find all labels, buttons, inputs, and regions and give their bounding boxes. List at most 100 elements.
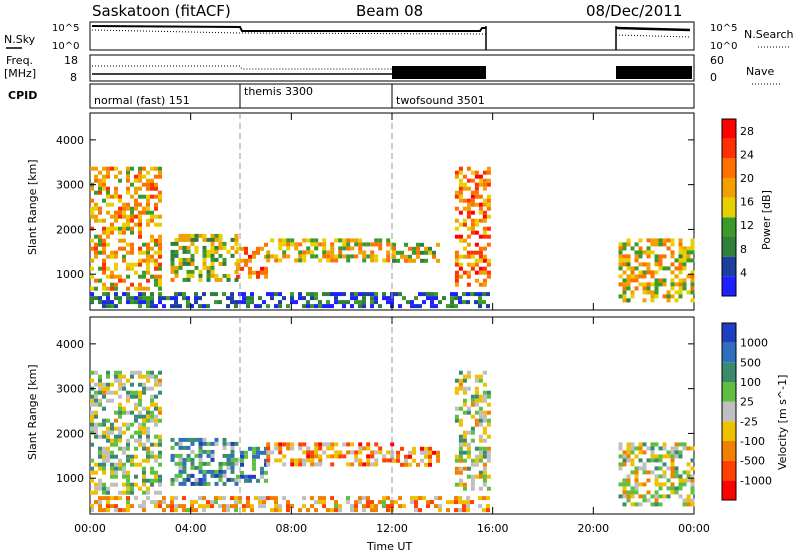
velocity-y-label: Slant Range [km]: [26, 364, 39, 460]
velocity-y-axis: 1000 2000 3000 4000: [56, 338, 694, 485]
noise-right-tick-high: 10^5: [710, 23, 737, 34]
noise-search-trace: [91, 29, 487, 35]
velocity-colorbar-swatch-4: [722, 401, 736, 422]
freq-tick-high: 18: [64, 54, 78, 67]
power-ytick-label-2: 3000: [56, 179, 84, 192]
time-x-axis: 00:00 04:00 08:00 12:00 16:00 20:00 00:00: [74, 113, 710, 535]
freq-dense-block-1: [392, 66, 486, 79]
velocity-panel: 1000 2000 3000 4000 Slant Range [km]: [26, 316, 695, 515]
power-data-layer: [90, 166, 695, 309]
freq-label-2: [MHz]: [4, 67, 36, 80]
power-colorbar-swatch-3: [722, 217, 736, 237]
power-colorbar: Power [dB] 4 8 12 16 20 24 28: [721, 118, 773, 297]
x-tick-label-1: 04:00: [175, 522, 207, 535]
velocity-data-layer: [90, 370, 695, 513]
power-region-7: [90, 292, 490, 309]
velocity-colorbar-tick-3: 25: [740, 396, 754, 409]
power-region-5: [454, 166, 491, 287]
noise-left-label: N.Sky: [4, 33, 36, 46]
freq-label-1: Freq.: [6, 54, 33, 67]
cpid-mode-2: themis 3300: [244, 85, 313, 98]
station-title: Saskatoon (fitACF): [92, 2, 231, 20]
power-colorbar-tick-4: 20: [740, 172, 754, 185]
power-region-1: [170, 233, 239, 282]
cpid-label: CPID: [8, 89, 37, 102]
x-tick-label-5: 20:00: [577, 522, 609, 535]
x-tick-label-2: 08:00: [275, 522, 307, 535]
velocity-colorbar-tick-7: -1000: [740, 474, 772, 487]
velocity-ytick-label-3: 4000: [56, 338, 84, 351]
velocity-colorbar-tick-0: 1000: [740, 337, 768, 350]
freq-tick-low: 8: [70, 71, 77, 84]
noise-panel: N.Sky 10^5 10^0 10^5 10^0 N.Search: [4, 21, 794, 52]
power-colorbar-tick-5: 24: [740, 148, 754, 161]
cpid-mode-3: twofsound 3501: [396, 94, 485, 107]
velocity-ytick-label-1: 2000: [56, 427, 84, 440]
velocity-region-4: [392, 446, 440, 467]
power-colorbar-tick-1: 8: [740, 243, 747, 256]
velocity-colorbar-swatch-8: [722, 323, 736, 343]
x-axis-label: Time UT: [366, 540, 412, 553]
power-colorbar-swatch-5: [722, 178, 736, 198]
velocity-colorbar: Velocity [m s^-1] 1000 500 100 25 -25 -100 -50…: [721, 322, 789, 501]
x-tick-label-6: 00:00: [678, 522, 710, 535]
nave-tick-low: 0: [710, 71, 717, 84]
velocity-colorbar-label: Velocity [m s^-1]: [776, 375, 789, 470]
velocity-region-6: [618, 442, 695, 507]
velocity-colorbar-swatch-2: [722, 441, 736, 461]
power-colorbar-tick-2: 12: [740, 219, 754, 232]
noise-left-tick-low: 10^0: [52, 41, 79, 52]
noise-right-label: N.Search: [744, 28, 794, 41]
velocity-colorbar-swatch-3: [722, 421, 736, 441]
velocity-colorbar-swatch-6: [722, 362, 736, 382]
nave-label: Nave: [746, 65, 774, 78]
power-region-2: [236, 242, 268, 279]
velocity-region-7: [90, 496, 490, 513]
x-tick-label-3: 12:00: [376, 522, 408, 535]
power-region-4: [392, 242, 440, 263]
nave-tick-high: 60: [710, 54, 724, 67]
cpid-mode-1: normal (fast) 151: [94, 94, 190, 107]
velocity-ytick-label-2: 3000: [56, 383, 84, 396]
power-colorbar-tick-6: 28: [740, 125, 754, 138]
power-ytick-label-3: 4000: [56, 134, 84, 147]
nave-trace: [92, 65, 392, 70]
velocity-ytick-label-0: 1000: [56, 472, 84, 485]
velocity-region-1: [170, 437, 239, 486]
velocity-colorbar-swatch-7: [722, 342, 736, 363]
velocity-colorbar-swatch-1: [722, 460, 736, 481]
freq-dense-block-2: [616, 66, 692, 79]
power-colorbar-tick-3: 16: [740, 196, 754, 209]
x-tick-label-4: 16:00: [477, 522, 509, 535]
velocity-colorbar-tick-4: -25: [740, 415, 758, 428]
power-colorbar-tick-0: 4: [740, 266, 747, 279]
velocity-region-0: [90, 370, 162, 495]
power-colorbar-swatch-2: [722, 237, 736, 257]
velocity-colorbar-tick-5: -100: [740, 435, 765, 448]
power-colorbar-swatch-4: [722, 197, 736, 218]
noise-right-tick-low: 10^0: [710, 41, 737, 52]
velocity-colorbar-tick-6: -500: [740, 455, 765, 468]
cpid-panel: CPID normal (fast) 151 themis 3300 twofs…: [8, 83, 695, 109]
power-ytick-label-1: 2000: [56, 223, 84, 236]
velocity-colorbar-swatch-0: [722, 480, 736, 500]
velocity-region-2: [236, 446, 268, 483]
power-colorbar-swatch-1: [722, 256, 736, 277]
x-tick-label-0: 00:00: [74, 522, 106, 535]
power-y-label: Slant Range [km]: [26, 159, 39, 255]
power-y-axis: 1000 2000 3000 4000: [56, 134, 694, 281]
beam-title: Beam 08: [356, 2, 423, 20]
power-colorbar-swatch-0: [722, 276, 736, 296]
power-colorbar-swatch-8: [722, 119, 736, 139]
freq-panel: Freq. [MHz] 18 8 60 0 Nave: [4, 54, 780, 85]
velocity-region-5: [454, 370, 491, 491]
power-region-3: [266, 238, 395, 263]
velocity-colorbar-tick-1: 500: [740, 356, 761, 369]
velocity-colorbar-swatch-5: [722, 382, 736, 402]
power-ytick-label-0: 1000: [56, 268, 84, 281]
date-title: 08/Dec/2011: [586, 2, 682, 20]
power-colorbar-label: Power [dB]: [760, 190, 773, 250]
noise-left-tick-high: 10^5: [52, 23, 79, 34]
power-region-6: [618, 238, 695, 303]
noise-sky-trace: [91, 25, 486, 32]
